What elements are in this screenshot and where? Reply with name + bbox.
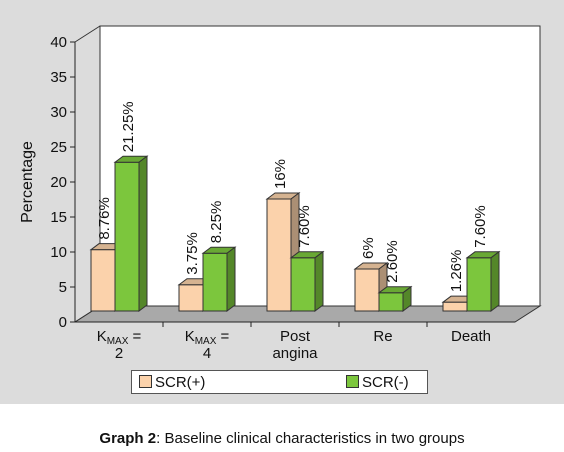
data-label: 7.60% [296, 205, 313, 248]
data-label: 3.75% [184, 232, 201, 275]
legend-swatch-scr-negative [346, 375, 359, 388]
bar-front [442, 301, 468, 312]
bar-front [466, 257, 492, 312]
caption-text: : Baseline clinical characteristics in t… [156, 430, 465, 447]
bar-front [266, 198, 292, 312]
legend-label-scr-negative: SCR(-) [362, 374, 409, 391]
data-label: 7.60% [472, 205, 489, 248]
bar-front [178, 284, 204, 312]
legend-item-scr-negative: SCR(-) [346, 374, 409, 391]
x-tick-label: KMAX = 2 [97, 328, 142, 362]
bar-scr-negative [201, 246, 237, 312]
bar-front [290, 257, 316, 312]
bar-front [114, 161, 140, 312]
bar-scr-negative [113, 155, 149, 312]
bar-side [490, 250, 500, 312]
bar-side [314, 250, 324, 312]
chart-depth-edge-top [74, 25, 101, 43]
y-tick-label: 0 [59, 314, 67, 331]
y-tick-label: 10 [50, 244, 67, 261]
data-label: 16% [272, 159, 289, 189]
bar-scr-negative [289, 250, 325, 312]
legend-item-scr-positive: SCR(+) [139, 374, 205, 391]
bar-scr-negative [377, 285, 413, 312]
bar-side [226, 246, 236, 312]
data-label: 8.25% [208, 201, 225, 244]
chart-legend: SCR(+) SCR(-) [131, 370, 428, 394]
legend-label-scr-positive: SCR(+) [155, 374, 206, 391]
x-tick-label: Re [373, 328, 392, 345]
data-label: 1.26% [448, 250, 465, 293]
legend-swatch-scr-positive [139, 375, 152, 388]
bar-front [354, 268, 380, 312]
data-label: 6% [360, 237, 377, 259]
y-axis-label: Percentage [19, 141, 36, 223]
y-tick-label: 20 [50, 174, 67, 191]
bar-scr-negative [465, 250, 501, 312]
y-tick-label: 40 [50, 34, 67, 51]
bar-side [402, 285, 412, 312]
y-tick-label: 30 [50, 104, 67, 121]
y-tick-label: 5 [59, 279, 67, 296]
x-tick-label: Post angina [272, 328, 318, 362]
data-label: 21.25% [120, 101, 137, 152]
bar-side [138, 155, 148, 312]
caption-label: Graph 2 [99, 430, 157, 447]
x-tick-label: KMAX = 4 [185, 328, 230, 362]
bar-front [90, 249, 116, 312]
data-label: 2.60% [384, 240, 401, 283]
figure-caption: Graph 2: Baseline clinical characteristi… [0, 430, 564, 447]
bar-chart: 0 5 10 15 20 25 30 35 40 Percentage 8.76% 21.25% KMA… [19, 25, 542, 362]
y-tick-label: 15 [50, 209, 67, 226]
bar-front [202, 252, 228, 312]
bar-front [378, 292, 404, 312]
y-tick-label: 35 [50, 69, 67, 86]
data-label: 8.76% [96, 197, 113, 240]
x-tick-label: Death [451, 328, 491, 345]
y-tick-label: 25 [50, 139, 67, 156]
